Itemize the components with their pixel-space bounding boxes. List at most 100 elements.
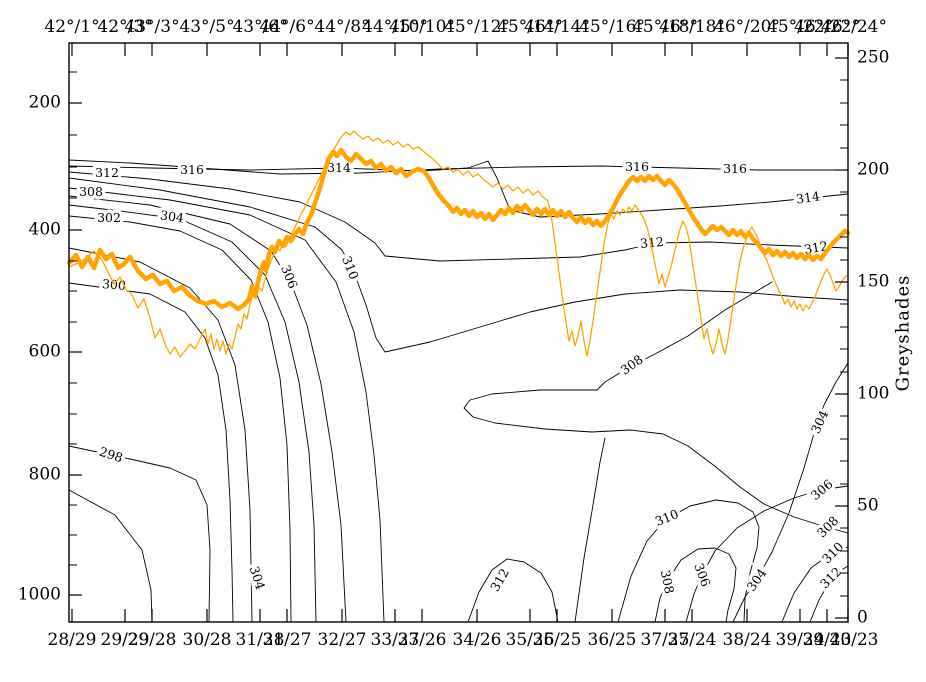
contour-line: [654, 547, 737, 623]
contour-line: [467, 558, 559, 623]
bottom-axis-label: 39/24: [775, 630, 825, 650]
bottom-axis-label: 34/26: [452, 630, 502, 650]
contour-label: 312: [803, 238, 829, 257]
bottom-axis-label: 37/25: [640, 630, 690, 650]
contour-label-halo: 316: [180, 162, 204, 177]
contour-line: [617, 499, 760, 623]
top-axis-label: 42°/3°: [97, 17, 153, 37]
contour-label: 308: [814, 513, 842, 541]
contour-label: 310: [339, 254, 362, 282]
contour-label: 308: [79, 184, 103, 199]
top-axis-label: 43°/6°: [232, 17, 288, 37]
bottom-axis-label: 29/29: [100, 630, 150, 650]
contour-line: [68, 489, 153, 623]
bottom-axis-label: 33/27: [370, 630, 420, 650]
contour-label: 310: [653, 506, 681, 529]
contour-line: [68, 247, 253, 623]
contour-label: 306: [691, 561, 713, 589]
contour-label: 312: [817, 564, 844, 591]
top-axis-label: 45°/18°: [632, 17, 698, 37]
top-axis-label: 45°/22°: [767, 17, 833, 37]
contour-label: 306: [808, 476, 836, 503]
contour-label: 316: [180, 162, 204, 177]
contour-label: 314: [795, 188, 821, 206]
bottom-axis-label: 31/28: [235, 630, 285, 650]
contour-label: 308: [658, 569, 678, 596]
top-axis-label: 45°/10°: [389, 17, 455, 37]
contour-line: [68, 195, 347, 623]
top-axis-label: 46°/22°: [794, 17, 860, 37]
contour-label: 298: [97, 444, 124, 466]
contour-label: 312: [487, 566, 512, 594]
bottom-axis-label: 31/27: [262, 630, 312, 650]
contour-label: 312: [95, 165, 119, 180]
contour-label-halo: 316: [625, 159, 649, 174]
right-axis-label: 200: [857, 159, 890, 180]
bottom-axis-label: 33/26: [397, 630, 447, 650]
top-axis-label: 45°/16°: [579, 17, 645, 37]
top-axis-label: 43°/3°: [124, 17, 180, 37]
contour-label-halo: 314: [327, 160, 351, 175]
top-axis-label: 45°/12°: [444, 17, 510, 37]
contour-label: 306: [278, 263, 301, 291]
right-axis-label: 50: [857, 495, 879, 516]
contour-label: 304: [159, 207, 185, 225]
top-axis-label: 46°/18°: [659, 17, 725, 37]
top-axis-label: 46°/14°: [524, 17, 590, 37]
bottom-axis-label: 35/26: [505, 630, 555, 650]
plot-frame: [68, 42, 849, 623]
contour-line: [68, 215, 292, 623]
bottom-axis-label: 35/25: [532, 630, 582, 650]
contour-label: 304: [808, 408, 832, 436]
contour-line: [463, 281, 849, 534]
contour-label-halo: 308: [79, 184, 103, 199]
contour-label-halo: 312: [95, 165, 119, 180]
top-axis-label: 46°/24°: [821, 17, 887, 37]
top-axis-label: 44°/8°: [314, 17, 370, 37]
greyshade-trace-thin: [68, 130, 849, 358]
contour-line: [68, 445, 211, 623]
right-axis-label: 0: [857, 607, 868, 628]
left-axis-label: 400: [28, 219, 61, 240]
bottom-axis-label: 32/27: [317, 630, 367, 650]
contour-line: [68, 160, 849, 218]
contour-label-halo: 302: [97, 210, 121, 225]
contour-label: 316: [723, 161, 747, 176]
contour-line: [68, 204, 317, 623]
left-axis-label: 600: [28, 341, 61, 362]
trajectory-trace-thick: [66, 147, 851, 312]
contour-line: [68, 282, 234, 623]
bottom-axis-label: 36/25: [587, 630, 637, 650]
contour-label: 308: [618, 352, 646, 378]
contour-line: [68, 159, 849, 175]
bottom-axis-label: 28/29: [47, 630, 97, 650]
contour-label: 310: [819, 539, 847, 567]
bottom-axis-label: 30/28: [182, 630, 232, 650]
right-axis-label: 100: [857, 383, 890, 404]
contour-label: 314: [327, 160, 351, 175]
left-axis-label: 800: [28, 464, 61, 485]
right-axis-title: Greyshades: [892, 274, 914, 392]
top-axis-label: 43°/5°: [179, 17, 235, 37]
contour-line: [685, 485, 849, 623]
right-axis-label: 150: [857, 271, 890, 292]
contour-label: 316: [625, 159, 649, 174]
left-axis-label: 1000: [17, 584, 61, 605]
contour-line: [781, 546, 849, 623]
contour-line: [68, 171, 849, 262]
contour-line: [68, 187, 385, 623]
top-axis-label: 45°/14°: [497, 17, 563, 37]
contour-line: [68, 177, 849, 353]
contour-line: [809, 565, 849, 623]
right-axis-label: 250: [857, 47, 890, 68]
top-axis-label: 44°/6°: [259, 17, 315, 37]
bottom-axis-label: 38/24: [722, 630, 772, 650]
top-axis-label: 44°/10°: [362, 17, 428, 37]
bottom-axis-label: 39/23: [802, 630, 852, 650]
top-axis-label: 42°/1°: [44, 17, 100, 37]
contour-label: 302: [97, 210, 121, 225]
bottom-axis-label: 40/23: [829, 630, 879, 650]
bottom-axis-label: 29/28: [127, 630, 177, 650]
